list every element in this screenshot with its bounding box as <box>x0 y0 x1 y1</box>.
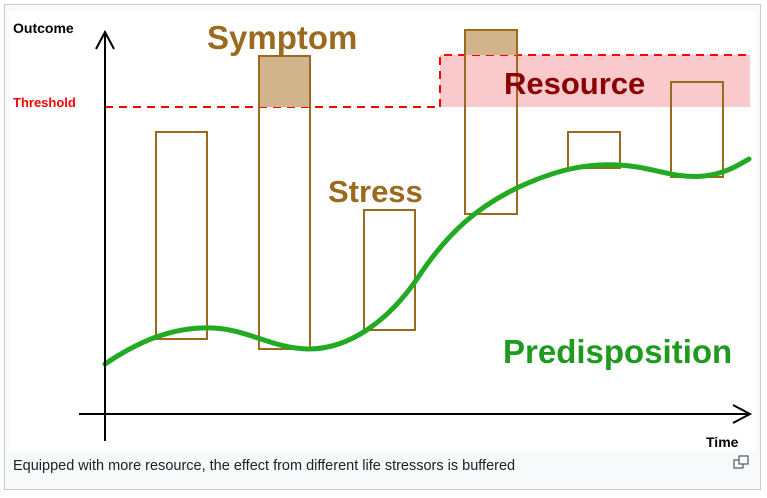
y-axis-label: Outcome <box>13 20 74 36</box>
symptom-label: Symptom <box>207 19 357 56</box>
stress-bar-3 <box>363 209 416 331</box>
stress-diathesis-diagram: Outcome Time Threshold Symptom Resource … <box>13 19 753 450</box>
resource-label: Resource <box>504 66 645 101</box>
figure-caption: Equipped with more resource, the effect … <box>13 458 516 474</box>
stress-label: Stress <box>328 174 423 209</box>
predisposition-label: Predisposition <box>503 333 732 370</box>
stress-bar-1 <box>155 131 208 340</box>
threshold-label: Threshold <box>13 95 76 110</box>
stress-bar-5 <box>567 131 621 169</box>
enlarge-icon[interactable] <box>733 455 749 469</box>
resource-band-dashed-outline <box>439 54 750 107</box>
x-axis-arrowhead <box>732 404 753 424</box>
symptom-fill-bar-4 <box>465 30 517 55</box>
stress-bar-4 <box>464 29 518 215</box>
stress-bar-2 <box>258 55 311 350</box>
y-axis-arrowhead <box>95 29 115 50</box>
predisposition-curve <box>102 156 752 367</box>
x-axis-label: Time <box>706 434 739 450</box>
symptom-fill-bar-2 <box>259 56 310 107</box>
diagram-figure: Outcome Time Threshold Symptom Resource … <box>9 11 757 451</box>
